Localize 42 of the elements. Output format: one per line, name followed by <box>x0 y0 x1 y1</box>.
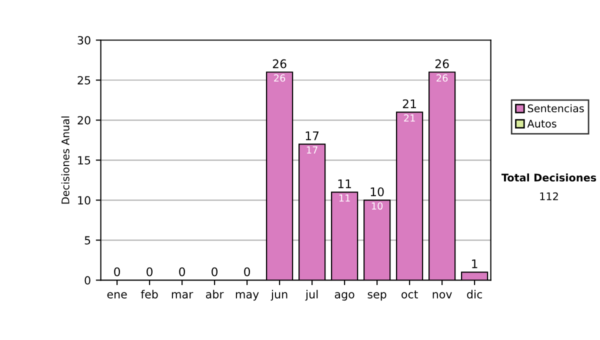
total-label: 0 <box>179 267 186 276</box>
data-label: 11 <box>339 194 350 202</box>
x-tick-label: abr <box>206 290 224 298</box>
total-label: 0 <box>212 267 218 276</box>
x-tick-label: feb <box>140 290 158 298</box>
y-tick-label: 10 <box>78 196 90 205</box>
data-label: 17 <box>306 146 318 154</box>
y-tick-label: 30 <box>78 36 90 44</box>
y-axis-title: Decisiones Anual <box>61 116 70 204</box>
legend-label: Autos <box>527 120 556 128</box>
y-tick-label: 0 <box>84 276 90 285</box>
y-tick-label: 25 <box>78 76 90 85</box>
y-tick-label: 15 <box>78 156 90 165</box>
x-tick-label: ene <box>107 292 127 298</box>
legend-label: Sentencias <box>528 104 584 112</box>
y-tick-label: 20 <box>78 116 90 125</box>
text: Total Decisiones <box>501 173 596 182</box>
text: 112 <box>540 192 558 200</box>
data-label: 10 <box>372 202 383 210</box>
total-label: 10 <box>370 187 384 196</box>
total-label: 1 <box>472 259 478 268</box>
x-tick-label: oct <box>402 290 418 298</box>
x-tick-label: jun <box>270 290 288 301</box>
total-label: 11 <box>338 179 351 188</box>
x-tick-label: may <box>236 292 259 301</box>
x-tick-label: nov <box>432 292 452 298</box>
total-label: 0 <box>146 267 153 276</box>
total-label: 21 <box>402 99 416 108</box>
x-tick-label: dic <box>467 290 482 298</box>
y-tick-label: 5 <box>84 236 90 245</box>
x-tick-label: mar <box>172 292 194 298</box>
data-label: 26 <box>436 74 448 82</box>
total-label: 0 <box>114 267 120 276</box>
total-label: 26 <box>435 59 449 68</box>
x-tick-label: sep <box>368 292 386 301</box>
total-label: 17 <box>306 131 319 140</box>
x-tick-label: ago <box>334 292 354 301</box>
data-label: 26 <box>274 74 286 82</box>
data-label: 21 <box>404 114 415 122</box>
total-label: 0 <box>244 267 250 276</box>
total-label: 26 <box>272 59 286 68</box>
x-tick-label: jul <box>305 290 318 301</box>
